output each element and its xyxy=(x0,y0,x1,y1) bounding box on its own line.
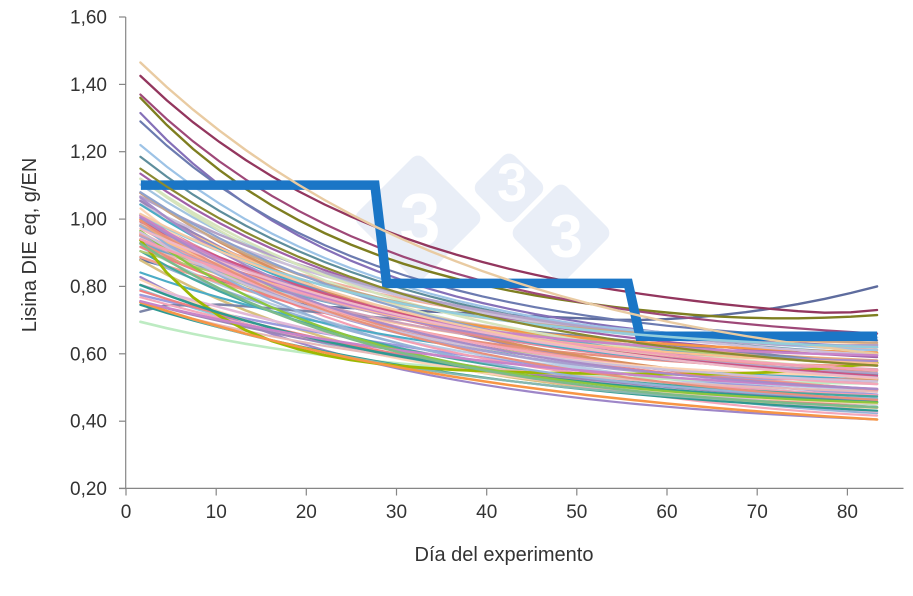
svg-text:80: 80 xyxy=(837,502,858,523)
svg-text:40: 40 xyxy=(476,502,497,523)
svg-text:0,20: 0,20 xyxy=(70,479,107,500)
svg-text:20: 20 xyxy=(296,502,317,523)
svg-text:3: 3 xyxy=(497,153,527,213)
svg-text:1,40: 1,40 xyxy=(70,75,107,96)
svg-text:30: 30 xyxy=(386,502,407,523)
svg-text:0,80: 0,80 xyxy=(70,277,107,298)
svg-text:50: 50 xyxy=(566,502,587,523)
svg-text:1,00: 1,00 xyxy=(70,210,107,231)
svg-text:3: 3 xyxy=(549,203,582,270)
svg-text:10: 10 xyxy=(206,502,227,523)
svg-text:1,20: 1,20 xyxy=(70,142,107,163)
svg-text:70: 70 xyxy=(747,502,768,523)
svg-text:0,40: 0,40 xyxy=(70,412,107,433)
svg-text:60: 60 xyxy=(656,502,677,523)
svg-text:0: 0 xyxy=(121,502,132,523)
svg-text:Lisina DIE eq, g/EN: Lisina DIE eq, g/EN xyxy=(19,158,41,333)
svg-text:1,60: 1,60 xyxy=(70,8,107,29)
svg-text:Día del experimento: Día del experimento xyxy=(415,544,594,566)
svg-text:0,60: 0,60 xyxy=(70,344,107,365)
